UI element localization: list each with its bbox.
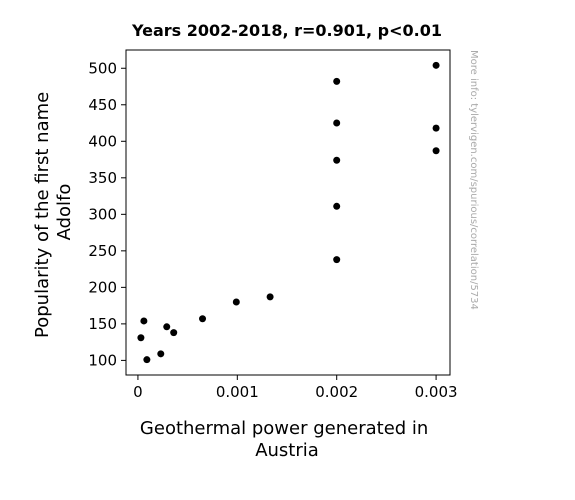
y-tick-label: 350 bbox=[88, 169, 117, 187]
data-points bbox=[137, 61, 440, 364]
data-point bbox=[432, 124, 440, 132]
y-tick-label: 450 bbox=[88, 96, 117, 114]
y-tick-label: 300 bbox=[88, 205, 117, 223]
x-axis-label-line-1: Geothermal power generated in bbox=[140, 418, 428, 439]
plot-area bbox=[125, 49, 451, 376]
data-point bbox=[137, 334, 145, 342]
data-point bbox=[199, 315, 207, 323]
y-tick-label: 400 bbox=[88, 132, 117, 150]
data-point bbox=[163, 323, 171, 331]
data-point bbox=[333, 156, 341, 164]
chart-title: Years 2002-2018, r=0.901, p<0.01 bbox=[131, 21, 442, 40]
data-point bbox=[170, 329, 178, 337]
x-tick-label: 0.001 bbox=[216, 383, 259, 401]
x-tick-label: 0.003 bbox=[415, 383, 458, 401]
y-axis-label-line-1: Popularity of the first name bbox=[32, 92, 53, 338]
data-point bbox=[333, 202, 341, 210]
y-tick-label: 200 bbox=[88, 278, 117, 296]
data-point bbox=[157, 350, 165, 358]
y-tick-label: 100 bbox=[88, 351, 117, 369]
data-point bbox=[266, 293, 274, 301]
data-point bbox=[432, 147, 440, 155]
x-axis-ticks: 0 0.001 0.002 0.003 bbox=[133, 375, 458, 401]
y-axis-ticks: 100 150 200 250 300 350 400 450 500 bbox=[88, 59, 126, 369]
data-point bbox=[333, 77, 341, 85]
y-tick-label: 250 bbox=[88, 242, 117, 260]
source-note: More info: tylervigen.com/spurious/corre… bbox=[468, 50, 479, 310]
data-point bbox=[143, 356, 151, 364]
data-point bbox=[432, 61, 440, 69]
y-tick-label: 500 bbox=[88, 59, 117, 77]
data-point bbox=[140, 317, 148, 325]
x-tick-label: 0.002 bbox=[315, 383, 358, 401]
data-point bbox=[232, 298, 240, 306]
y-tick-label: 150 bbox=[88, 315, 117, 333]
x-axis-label-line-2: Austria bbox=[255, 440, 319, 461]
x-axis-label: Geothermal power generated in Austria bbox=[140, 418, 434, 461]
data-point bbox=[333, 256, 341, 264]
data-point bbox=[333, 119, 341, 127]
y-axis-label-line-2: Adolfo bbox=[54, 184, 75, 241]
x-tick-label: 0 bbox=[133, 383, 143, 401]
y-axis-label: Popularity of the first name Adolfo bbox=[32, 86, 75, 338]
